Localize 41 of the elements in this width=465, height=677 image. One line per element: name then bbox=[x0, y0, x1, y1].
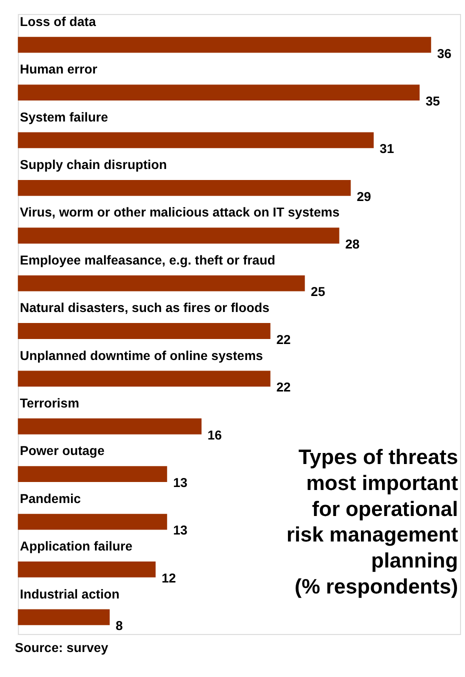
y-tick-label: Supply chain disruption bbox=[20, 157, 167, 172]
data-label: 29 bbox=[356, 188, 372, 204]
y-tick-label: Virus, worm or other malicious attack on IT systems bbox=[20, 204, 340, 220]
bar bbox=[18, 514, 168, 530]
data-label: 22 bbox=[276, 332, 291, 347]
bar bbox=[18, 370, 270, 387]
y-tick-label: System failure bbox=[20, 109, 108, 124]
y-tick-label: Terrorism bbox=[20, 396, 80, 411]
bar bbox=[18, 466, 168, 482]
bar bbox=[18, 275, 305, 292]
bar bbox=[18, 180, 351, 196]
y-tick-label: Unplanned downtime of online systems bbox=[20, 348, 263, 363]
text: Types of threats most important for operational risk management planning (% respondents) bbox=[286, 446, 458, 598]
bar bbox=[18, 323, 270, 339]
bar bbox=[18, 562, 156, 578]
bar bbox=[18, 609, 110, 626]
y-tick-label: Power outage bbox=[20, 443, 104, 458]
y-tick-label: Human error bbox=[20, 62, 98, 77]
bar bbox=[18, 418, 202, 434]
bar bbox=[18, 36, 432, 53]
data-label: 13 bbox=[173, 474, 188, 490]
data-label: 28 bbox=[345, 236, 360, 252]
y-tick-label: Industrial action bbox=[20, 586, 120, 602]
y-tick-label: Employee malfeasance, e.g. theft or fraud bbox=[20, 252, 276, 268]
data-label: 13 bbox=[173, 522, 188, 538]
data-label: 25 bbox=[310, 284, 326, 300]
y-tick-label: Application failure bbox=[20, 538, 132, 554]
bar bbox=[18, 228, 340, 244]
data-label: 31 bbox=[380, 141, 394, 156]
data-label: 35 bbox=[426, 93, 440, 108]
data-label: 22 bbox=[276, 380, 291, 395]
data-label: 36 bbox=[437, 46, 452, 61]
y-tick-label: Natural disasters, such as fires or floods bbox=[20, 300, 270, 316]
y-tick-label: Loss of data bbox=[20, 14, 97, 29]
bar bbox=[18, 84, 420, 100]
data-label: 8 bbox=[116, 618, 123, 634]
source-note: Source: survey bbox=[14, 640, 109, 655]
y-tick-label: Pandemic bbox=[20, 490, 81, 506]
bar bbox=[18, 132, 374, 148]
data-label: 12 bbox=[162, 570, 176, 586]
data-label: 16 bbox=[208, 427, 222, 442]
